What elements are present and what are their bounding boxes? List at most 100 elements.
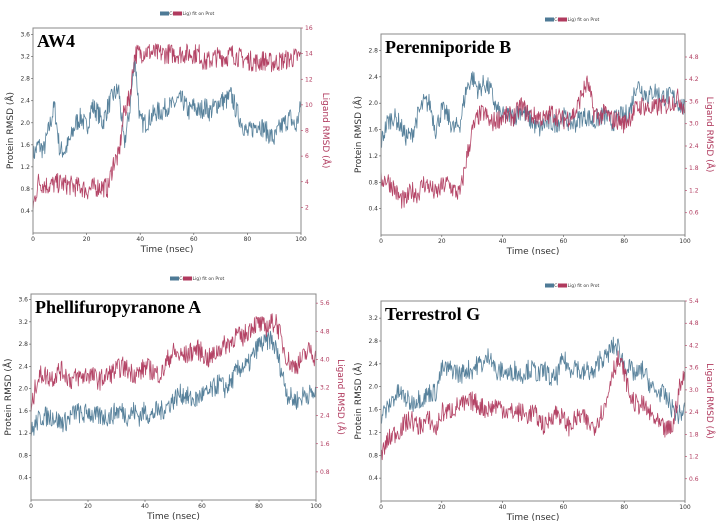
y2-tick-label: 4.8 [320,328,330,335]
y-tick-label: 1.6 [368,407,378,414]
y-axis-label: Protein RMSD (Å) [4,92,16,169]
y-tick-label: 0.4 [368,206,378,213]
legend-label-protein: Cα [554,17,560,23]
protein-rmsd-line [32,60,302,167]
x-tick-label: 0 [379,238,383,245]
y2-tick-label: 4.0 [320,356,330,363]
x-tick-label: 20 [83,236,91,243]
y2-tick-label: 6 [305,153,309,160]
y-tick-label: 1.2 [368,153,378,160]
y-tick-label: 2.4 [18,363,28,370]
x-tick-label: 0 [379,504,383,511]
y2-tick-label: 4.2 [689,342,699,349]
y2-axis-label: Ligand RMSD (Å) [335,359,347,435]
y2-tick-label: 0.6 [689,476,699,483]
y-tick-label: 3.2 [20,54,30,61]
x-tick-label: 80 [620,238,628,245]
y-tick-label: 0.4 [18,475,28,482]
y-tick-label: 2.4 [20,98,30,105]
y2-tick-label: 16 [305,25,313,32]
y2-tick-label: 0.6 [689,210,699,217]
y2-tick-label: 2.4 [689,143,699,150]
y-tick-label: 0.8 [20,186,30,193]
legend-swatch-protein [160,11,169,16]
x-axis-label: Time (nsec) [140,245,194,255]
y2-tick-label: 1.8 [689,431,699,438]
ligand-rmsd-line [380,75,686,209]
legend-label-ligand: Lig) fit on Prot [568,17,600,23]
y-tick-label: 1.2 [20,164,30,171]
x-axis-label: Time (nsec) [146,512,200,522]
y-tick-label: 2.8 [18,341,28,348]
legend-swatch-ligand [558,283,567,288]
y2-tick-label: 4.8 [689,54,699,61]
y-tick-label: 1.2 [18,430,28,437]
x-tick-label: 100 [679,504,691,511]
y-tick-label: 0.4 [368,475,378,482]
ligand-rmsd-line [32,43,302,212]
y-tick-label: 3.2 [368,315,378,322]
y-tick-label: 2.4 [368,361,378,368]
legend-label-ligand: Lig) fit on Prot [193,276,225,282]
plot-frame [30,293,317,501]
x-tick-label: 60 [560,504,568,511]
x-tick-label: 20 [438,504,446,511]
chart-panel-1: 0 20 40 60 80 100 0.4 0.8 1.2 1.6 2.0 2.4 2.8 3.2 3.6 2… [4,11,332,255]
y-tick-label: 2.8 [368,338,378,345]
y-tick-label: 0.8 [18,452,28,459]
y-tick-label: 2.0 [20,120,30,127]
y2-tick-label: 8 [305,128,309,135]
x-tick-label: 100 [295,236,307,243]
y2-axis-label: Ligand RMSD (Å) [704,363,716,439]
y2-tick-label: 4 [305,179,309,186]
y2-tick-label: 1.2 [689,187,699,194]
x-tick-label: 80 [620,504,628,511]
chart-title: AW4 [37,31,75,51]
x-tick-label: 60 [560,238,568,245]
y2-tick-label: 3.2 [320,385,330,392]
x-tick-label: 40 [136,236,144,243]
y-tick-label: 1.6 [368,127,378,134]
y-tick-label: 2.8 [20,76,30,83]
chart-panel-4: 0 20 40 60 80 100 0.4 0.8 1.2 1.6 2.0 2.4 2.8 3.2 0.6 1… [352,283,716,523]
y2-tick-label: 1.2 [689,454,699,461]
y-tick-label: 1.6 [20,142,30,149]
legend-label-protein: Cα [169,11,175,17]
x-tick-label: 60 [190,236,198,243]
x-axis-label: Time (nsec) [506,247,560,257]
x-tick-label: 40 [141,503,149,510]
x-tick-label: 100 [310,503,322,510]
y2-tick-label: 2.4 [689,409,699,416]
y-tick-label: 2.0 [368,384,378,391]
y2-tick-label: 12 [305,76,313,83]
ligand-rmsd-line [30,313,317,414]
y2-tick-label: 1.6 [320,441,330,448]
chart-panel-3: 0 20 40 60 80 100 0.4 0.8 1.2 1.6 2.0 2.4 2.8 3.2 3.6 0… [2,276,347,522]
y2-tick-label: 2.4 [320,413,330,420]
legend-label-ligand: Lig) fit on Prot [183,11,215,17]
x-tick-label: 0 [31,236,35,243]
x-tick-label: 20 [84,503,92,510]
y-axis-label: Protein RMSD (Å) [352,362,364,439]
x-tick-label: 100 [679,238,691,245]
y2-axis-label: Ligand RMSD (Å) [320,93,332,169]
y2-tick-label: 4.2 [689,76,699,83]
x-tick-label: 80 [255,503,263,510]
x-tick-label: 0 [29,503,33,510]
y2-tick-label: 3.0 [689,121,699,128]
y-tick-label: 3.2 [18,319,28,326]
chart-title: Terrestrol G [385,304,480,324]
y-tick-label: 0.8 [368,452,378,459]
y2-tick-label: 3.6 [689,365,699,372]
y-tick-label: 3.6 [18,297,28,304]
x-tick-label: 40 [499,238,507,245]
legend-swatch-protein [170,276,179,281]
legend-label-protein: Cα [554,283,560,289]
y-tick-label: 2.8 [368,47,378,54]
plot-frame [380,33,686,236]
protein-rmsd-line [380,336,686,425]
legend-swatch-protein [545,17,554,22]
chart-panel-2: 0 20 40 60 80 100 0.4 0.8 1.2 1.6 2.0 2.4 2.8 0.6 1.2 1… [352,17,716,257]
y-tick-label: 1.2 [368,429,378,436]
